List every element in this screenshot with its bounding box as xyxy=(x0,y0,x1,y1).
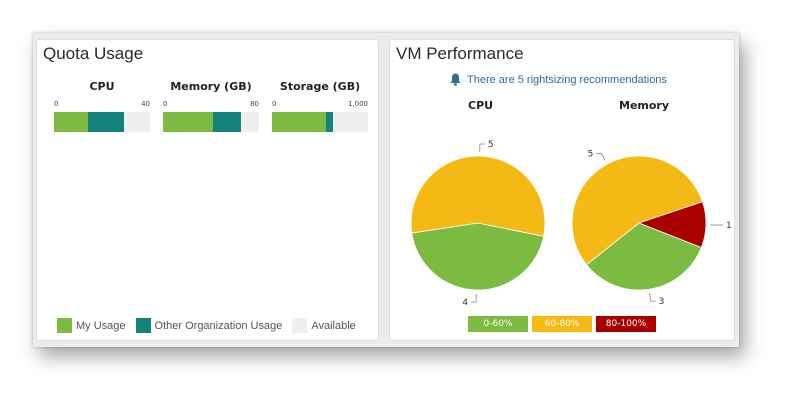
memory-pie-slice[interactable] xyxy=(571,155,704,266)
quota-usage-panel: Quota Usage CPU 0 40 Memory (GB) 0 80 xyxy=(36,39,379,341)
gauge-max-label: 40 xyxy=(141,100,150,108)
other-usage-segment xyxy=(325,112,334,132)
gauge-min-label: 0 xyxy=(163,100,168,108)
legend-item-other-usage[interactable]: Other Organization Usage xyxy=(135,318,283,333)
gauge-min-label: 0 xyxy=(54,100,59,108)
memory-pie-value-label: 1 xyxy=(726,221,732,231)
gauge-min-label: 0 xyxy=(272,100,277,108)
my-usage-segment xyxy=(163,112,214,132)
legend-label: Other Organization Usage xyxy=(154,319,283,332)
cpu-pie-slice[interactable] xyxy=(411,222,545,291)
vm-performance-panel: VM Performance There are 5 rightsizing r… xyxy=(389,39,735,341)
gauge-axis: 0 80 xyxy=(163,100,259,112)
gauge-bar xyxy=(54,112,150,132)
dashboard-frame: Quota Usage CPU 0 40 Memory (GB) 0 80 xyxy=(33,33,739,347)
bell-icon xyxy=(450,73,461,86)
gauge-max-label: 1,000 xyxy=(347,100,368,108)
my-usage-segment xyxy=(272,112,326,132)
gauge-title: Storage (GB) xyxy=(279,80,361,93)
other-usage-segment xyxy=(213,112,241,132)
gauge-bar xyxy=(163,112,259,132)
gauge-axis: 0 1,000 xyxy=(272,100,368,112)
memory-pie-value-label: 3 xyxy=(659,297,665,307)
quota-usage-title: Quota Usage xyxy=(43,44,144,63)
utilization-range-legend: 0-60% 60-80% 80-100% xyxy=(468,316,660,332)
memory-pie-slice[interactable] xyxy=(637,201,707,249)
other-usage-swatch xyxy=(135,318,151,333)
cpu-pie-leader-line xyxy=(471,293,477,303)
range-60-80-button[interactable]: 60-80% xyxy=(532,316,592,332)
notice-text: There are 5 rightsizing recommendations xyxy=(467,73,667,86)
cpu-pie-value-label: 5 xyxy=(488,140,494,150)
memory-pie-value-label: 5 xyxy=(588,150,594,160)
other-usage-segment xyxy=(87,112,124,132)
quota-legend: My Usage Other Organization Usage Availa… xyxy=(57,318,366,333)
cpu-pie-slice[interactable] xyxy=(410,155,546,237)
memory-pie-slice[interactable] xyxy=(586,222,702,291)
pie-charts: 4 5 3 5 1 xyxy=(410,140,732,308)
legend-label: My Usage xyxy=(76,319,126,332)
gauge-max-label: 80 xyxy=(250,100,259,108)
my-usage-segment xyxy=(54,112,88,132)
memory-quota-gauge[interactable]: Memory (GB) 0 80 xyxy=(163,80,259,132)
my-usage-swatch xyxy=(57,318,72,333)
storage-quota-gauge[interactable]: Storage (GB) 0 1,000 xyxy=(272,80,368,132)
legend-label: Available xyxy=(311,319,356,332)
range-80-100-button[interactable]: 80-100% xyxy=(596,316,656,332)
cpu-quota-gauge[interactable]: CPU 0 40 xyxy=(54,80,150,132)
rightsizing-notice[interactable]: There are 5 rightsizing recommendations xyxy=(450,73,667,86)
gauge-bar xyxy=(272,112,368,132)
range-0-60-button[interactable]: 0-60% xyxy=(468,316,528,332)
memory-pie-leader-line xyxy=(649,293,656,302)
vm-performance-title: VM Performance xyxy=(396,44,524,63)
memory-pie-leader-line xyxy=(596,153,606,161)
cpu-pie-title: CPU xyxy=(468,99,494,112)
gauge-axis: 0 40 xyxy=(54,100,150,112)
gauge-title: CPU xyxy=(89,80,115,93)
legend-item-my-usage[interactable]: My Usage xyxy=(57,318,126,333)
memory-pie-title: Memory xyxy=(619,99,670,112)
legend-item-available[interactable]: Available xyxy=(292,318,356,333)
gauge-title: Memory (GB) xyxy=(170,80,252,93)
cpu-pie-leader-line xyxy=(479,143,485,153)
available-swatch xyxy=(292,318,308,333)
cpu-pie-value-label: 4 xyxy=(462,298,468,308)
